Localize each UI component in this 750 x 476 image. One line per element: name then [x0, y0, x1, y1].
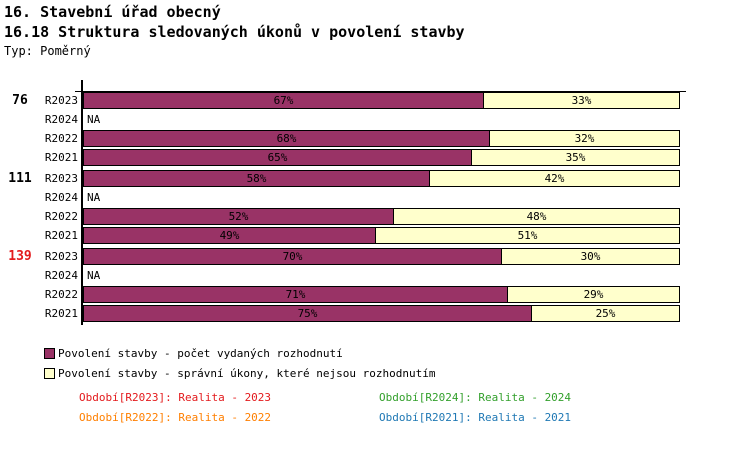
row-period-label: R2023	[44, 250, 78, 263]
bar-segment-other-acts: 48%	[393, 208, 680, 225]
bar-value-label: 29%	[583, 288, 604, 301]
na-value-label: NA	[87, 113, 101, 126]
group-count-label: 139	[8, 249, 32, 264]
bar-value-label: 67%	[273, 94, 294, 107]
bar-value-label: 35%	[565, 151, 586, 164]
bar-value-label: 33%	[571, 94, 592, 107]
bar-row: 68% 32%	[83, 130, 680, 147]
na-value-label: NA	[87, 269, 101, 282]
bar-row: 58% 42%	[83, 170, 680, 187]
period-legend-item: Období[R2024]: Realita - 2024	[379, 391, 572, 404]
bar-value-label: 25%	[595, 307, 616, 320]
bar-value-label: 65%	[267, 151, 288, 164]
group-count-label: 111	[8, 171, 32, 186]
bar-value-label: 32%	[574, 132, 595, 145]
bar-value-label: 51%	[517, 229, 538, 242]
axis-top-line	[75, 91, 686, 92]
row-period-label: R2023	[44, 172, 78, 185]
bar-row: 65% 35%	[83, 149, 680, 166]
bar-row: 52% 48%	[83, 208, 680, 225]
y-axis-line	[81, 80, 83, 325]
bar-row: 71% 29%	[83, 286, 680, 303]
row-period-label: R2022	[44, 132, 78, 145]
bar-value-label: 70%	[282, 250, 303, 263]
chart-type-label: Typ: Poměrný	[4, 44, 91, 58]
legend-label: Povolení stavby - počet vydaných rozhodn…	[58, 347, 343, 360]
bar-segment-decisions: 49%	[83, 227, 376, 244]
bar-value-label: 71%	[285, 288, 306, 301]
bar-value-label: 42%	[544, 172, 565, 185]
bar-segment-other-acts: 35%	[471, 149, 680, 166]
bar-segment-other-acts: 51%	[375, 227, 680, 244]
row-period-label: R2021	[44, 229, 78, 242]
bar-value-label: 49%	[219, 229, 240, 242]
bar-value-label: 48%	[526, 210, 547, 223]
bar-value-label: 75%	[297, 307, 318, 320]
row-period-label: R2024	[44, 113, 78, 126]
bar-segment-decisions: 65%	[83, 149, 472, 166]
bar-row: 67% 33%	[83, 92, 680, 109]
row-period-label: R2022	[44, 288, 78, 301]
bar-value-label: 52%	[228, 210, 249, 223]
report-section-title: 16. Stavební úřad obecný	[4, 3, 221, 21]
bar-value-label: 30%	[580, 250, 601, 263]
bar-segment-decisions: 67%	[83, 92, 484, 109]
bar-segment-decisions: 70%	[83, 248, 502, 265]
bar-segment-other-acts: 30%	[501, 248, 680, 265]
bar-value-label: 68%	[276, 132, 297, 145]
bar-segment-decisions: 75%	[83, 305, 532, 322]
legend-swatch	[44, 368, 55, 379]
period-legend-item: Období[R2021]: Realita - 2021	[379, 411, 572, 424]
bar-row: 70% 30%	[83, 248, 680, 265]
period-legend-item: Období[R2022]: Realita - 2022	[79, 411, 272, 424]
bar-segment-other-acts: 33%	[483, 92, 680, 109]
bar-segment-other-acts: 29%	[507, 286, 680, 303]
row-period-label: R2023	[44, 94, 78, 107]
bar-segment-other-acts: 32%	[489, 130, 680, 147]
bar-segment-other-acts: 25%	[531, 305, 680, 322]
bar-value-label: 58%	[246, 172, 267, 185]
row-period-label: R2024	[44, 191, 78, 204]
bar-segment-decisions: 71%	[83, 286, 508, 303]
na-value-label: NA	[87, 191, 101, 204]
bar-segment-decisions: 52%	[83, 208, 394, 225]
bar-row: 75% 25%	[83, 305, 680, 322]
period-legend-item: Období[R2023]: Realita - 2023	[79, 391, 272, 404]
chart-title: 16.18 Struktura sledovaných úkonů v povo…	[4, 23, 465, 41]
bar-row: 49% 51%	[83, 227, 680, 244]
row-period-label: R2022	[44, 210, 78, 223]
bar-segment-decisions: 68%	[83, 130, 490, 147]
group-count-label: 76	[12, 93, 28, 108]
row-period-label: R2021	[44, 151, 78, 164]
bar-segment-decisions: 58%	[83, 170, 430, 187]
row-period-label: R2024	[44, 269, 78, 282]
row-period-label: R2021	[44, 307, 78, 320]
legend-swatch	[44, 348, 55, 359]
legend-label: Povolení stavby - správní úkony, které n…	[58, 367, 436, 380]
bar-segment-other-acts: 42%	[429, 170, 680, 187]
